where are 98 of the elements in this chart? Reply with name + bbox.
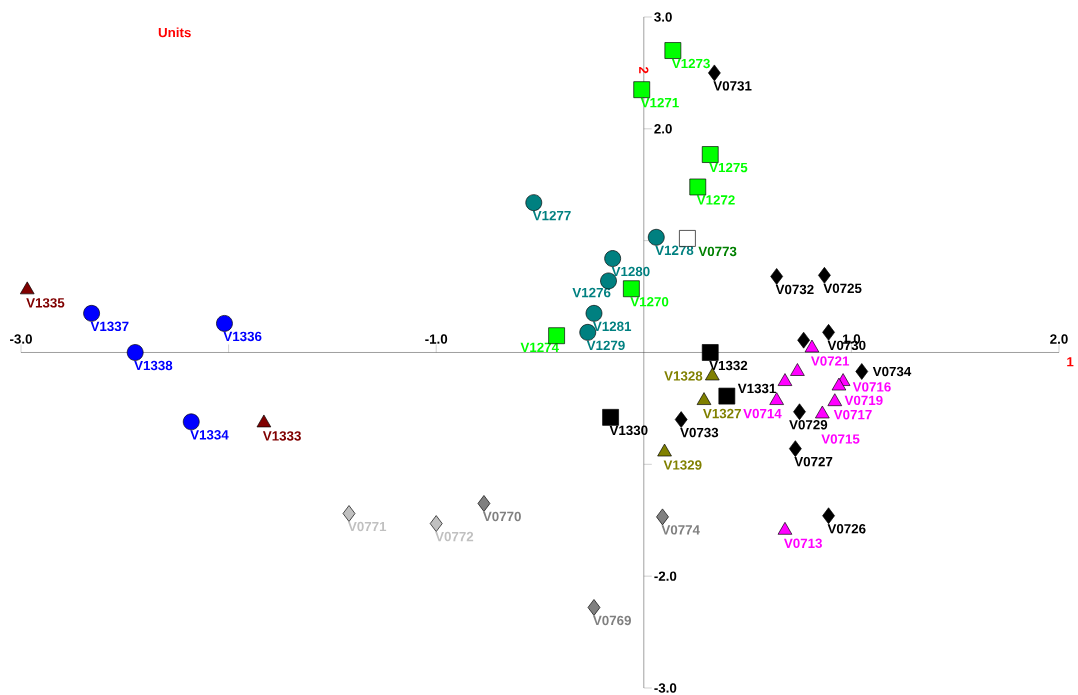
x-tick-label: 2.0 <box>1050 334 1068 344</box>
annotation: V0732 <box>775 284 814 295</box>
annotation: V0729 <box>789 420 828 430</box>
point <box>126 344 144 361</box>
annotation: V1272 <box>696 195 735 205</box>
annotation: V0769 <box>593 615 631 626</box>
annotation: V0770 <box>482 511 521 522</box>
annotation: V1337 <box>90 321 129 332</box>
annotation: V0725 <box>823 283 862 294</box>
point <box>777 521 793 535</box>
annotation: V0726 <box>827 524 866 534</box>
annotation: V1328 <box>664 371 703 381</box>
annotation: V1277 <box>532 210 571 221</box>
point <box>818 266 831 284</box>
annotation: V0772 <box>435 531 474 542</box>
annotation: V1330 <box>609 425 648 436</box>
annotation: V1271 <box>640 97 679 108</box>
point <box>708 64 721 82</box>
annotation: V0719 <box>844 395 883 406</box>
annotation: V1327 <box>703 408 741 419</box>
annotation: V1335 <box>26 298 65 308</box>
point <box>804 339 820 353</box>
y-axis-title: 2 <box>639 66 649 74</box>
annotation: V0715 <box>821 434 860 444</box>
annotation: V1273 <box>671 58 710 69</box>
annotation: V0771 <box>348 521 387 532</box>
point <box>696 392 712 405</box>
x-axis-title: 1 <box>1067 357 1074 367</box>
x-tick-label: -1.0 <box>425 334 448 344</box>
annotation: V1331 <box>737 383 776 394</box>
annotation: V0774 <box>661 525 700 535</box>
point <box>525 194 543 211</box>
annotation: V0731 <box>713 81 752 91</box>
point <box>657 443 672 457</box>
annotation: V1281 <box>593 321 632 332</box>
point <box>789 440 802 457</box>
point <box>790 363 805 376</box>
point <box>216 315 233 332</box>
point <box>718 387 736 405</box>
point <box>793 403 806 421</box>
point <box>182 413 200 431</box>
annotation: V1329 <box>663 460 702 470</box>
annotation: V1274 <box>520 342 559 352</box>
point <box>797 331 810 349</box>
y-tick-label: -3.0 <box>654 683 677 693</box>
annotation: V1270 <box>630 297 669 307</box>
point <box>689 178 707 196</box>
annotation: V1332 <box>709 360 748 371</box>
point <box>256 414 272 428</box>
point <box>674 411 688 428</box>
point <box>477 495 491 512</box>
annotation: V1338 <box>134 360 173 371</box>
x-tick-label: -3.0 <box>10 334 32 344</box>
point <box>604 250 621 267</box>
annotation: V1276 <box>572 287 611 298</box>
point <box>429 515 443 532</box>
point <box>815 405 830 419</box>
point <box>701 344 719 361</box>
annotation: V0733 <box>680 427 719 438</box>
point <box>701 146 719 163</box>
annotation: V0721 <box>810 356 850 366</box>
point <box>770 268 783 285</box>
point <box>623 280 640 298</box>
y-tick-label: 3.0 <box>654 12 672 22</box>
point <box>342 505 356 522</box>
point <box>633 81 651 99</box>
point <box>855 363 869 380</box>
point <box>822 507 835 525</box>
point <box>656 508 669 526</box>
annotation: V0716 <box>852 382 891 392</box>
point <box>587 599 601 616</box>
point <box>831 377 847 391</box>
annotation: V0727 <box>794 456 833 467</box>
point <box>647 228 665 246</box>
point <box>602 409 619 426</box>
annotation: V0713 <box>783 538 822 549</box>
point <box>827 393 843 407</box>
text: Units <box>158 27 191 38</box>
annotation: V1334 <box>190 430 229 440</box>
y-tick-label: -2.0 <box>654 571 677 581</box>
annotation: V0714 <box>743 408 782 419</box>
annotation: V1275 <box>709 162 748 173</box>
annotation: V0734 <box>872 366 912 377</box>
point <box>83 305 100 322</box>
annotation: V1278 <box>655 245 694 255</box>
y-tick-label: 2.0 <box>654 124 672 134</box>
point <box>19 281 35 295</box>
point <box>822 324 835 341</box>
annotation: V1333 <box>262 431 301 441</box>
point <box>664 42 682 59</box>
point <box>769 392 784 405</box>
annotation: V0773 <box>698 246 737 257</box>
annotation: V1279 <box>586 340 625 351</box>
annotation: V0717 <box>833 409 872 420</box>
point <box>777 373 793 386</box>
point <box>585 305 603 322</box>
annotation: V1280 <box>611 266 650 277</box>
annotation: V1336 <box>223 331 262 342</box>
